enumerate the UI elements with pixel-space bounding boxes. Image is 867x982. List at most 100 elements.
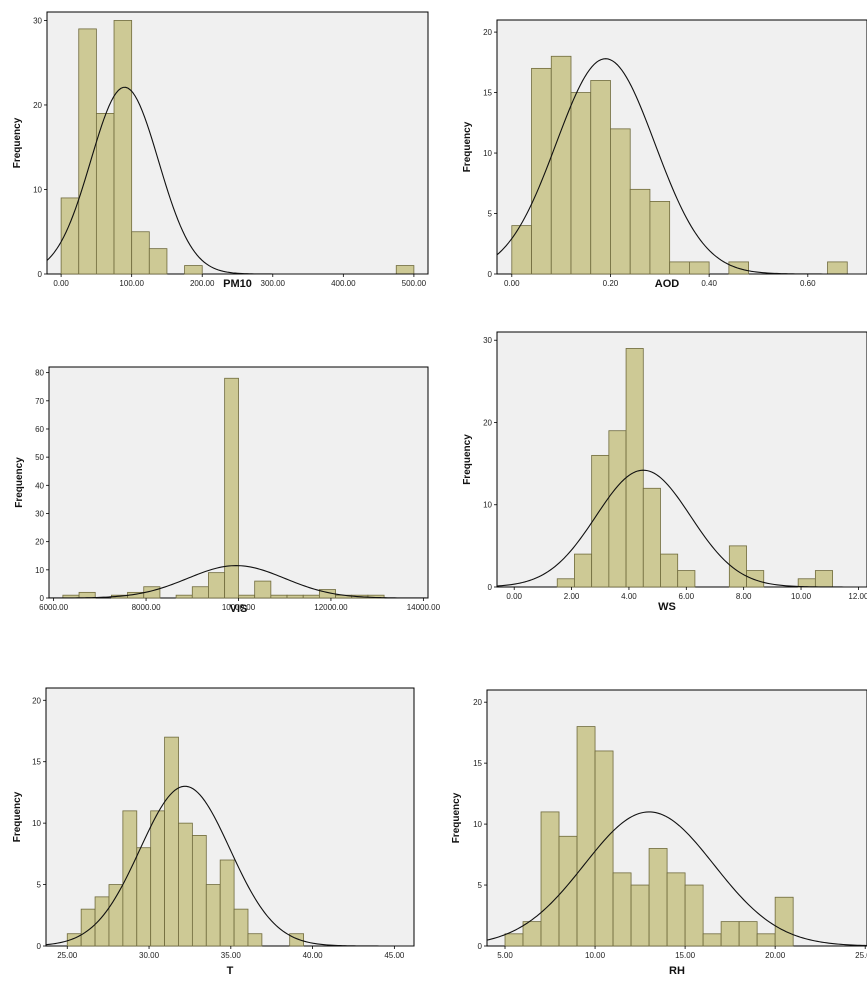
normal-curve [496,469,867,588]
histogram-bar [113,20,133,275]
histogram-bar [570,92,592,275]
y-axis-label: Frequency [12,117,23,168]
histogram-bar [684,884,704,947]
y-axis-label: Frequency [14,457,25,508]
histogram-bar [625,348,644,588]
y-tick-label: 50 [35,453,44,462]
y-tick-label: 0 [38,270,43,279]
histogram-bar [642,487,661,588]
histogram-bar [612,872,632,947]
y-tick-label: 60 [35,425,44,434]
x-tick-label: 45.00 [384,951,405,960]
x-tick-label: 400.00 [331,279,356,288]
histogram-bar [669,261,690,275]
y-tick-label: 10 [483,501,492,510]
normal-curve [496,58,867,275]
histogram-bar [531,67,552,275]
histogram-bar [540,811,560,947]
histogram-bar [205,884,221,947]
histogram-bar [95,113,115,275]
x-axis-label: AOD [655,278,680,290]
histogram-bar [184,265,203,275]
histogram-bar [594,750,614,947]
y-tick-label: 20 [35,538,44,547]
histogram-bar [122,810,138,947]
histogram-vis: 6000.00 8000.00 10000.00 12000.00 14000.00 0 1… [14,366,441,615]
x-tick-label: 0.20 [603,279,619,288]
x-tick-label: 30.00 [139,951,160,960]
histogram-bar [827,261,848,275]
histogram-t: 25.00 30.00 35.00 40.00 45.00 0 5 10 15 20 T Freque… [12,687,415,977]
x-axis-label: PM10 [223,278,252,290]
normal-curve [45,785,414,947]
x-tick-label: 10.00 [585,951,606,960]
x-tick-label: 25.00 [855,951,867,960]
histogram-bar [702,933,722,947]
histogram-bar [94,896,110,947]
y-tick-label: 30 [35,509,44,518]
y-axis-label: Frequency [12,791,23,842]
y-tick-label: 20 [483,418,492,427]
x-tick-label: 300.00 [261,279,286,288]
histogram-bar [814,570,833,588]
histogram-bar [150,810,165,947]
histogram-bar [746,570,765,588]
x-tick-label: 14000.00 [407,603,441,612]
histogram-bar [774,896,794,947]
histogram-bar [576,726,596,947]
y-axis-label: Frequency [462,434,473,485]
histogram-bar [233,908,249,947]
y-tick-label: 0 [488,583,493,592]
x-tick-label: 15.00 [675,951,696,960]
x-tick-label: 10000.00 [222,603,256,612]
histogram-bar [522,921,542,947]
histogram-bar [254,580,272,599]
x-tick-label: 8000.00 [132,603,161,612]
x-axis-label: RH [669,965,685,977]
histogram-bar [191,835,207,947]
normal-curve [486,811,867,947]
x-tick-label: 5.00 [497,951,513,960]
x-tick-label: 4.00 [621,592,637,601]
histogram-bar [666,872,686,947]
y-tick-label: 20 [33,101,42,110]
histogram-bar [208,572,226,599]
histogram-bar [677,570,696,588]
histogram-bar [660,553,679,588]
histogram-bar [148,248,168,275]
histogram-rh: 5.00 10.00 15.00 20.00 25.00 0 5 10 15 20 RH Freque… [451,689,867,977]
histogram-bar [80,908,96,947]
x-tick-label: 0.00 [504,279,520,288]
histogram-bar [689,261,710,275]
histogram-bar [136,847,152,947]
histogram-bar [556,578,575,588]
histogram-bar [629,188,651,275]
histogram-bar [630,884,650,947]
y-tick-label: 40 [35,481,44,490]
x-tick-label: 0.00 [53,279,69,288]
x-tick-label: 20.00 [765,951,786,960]
histogram-bar [191,586,209,599]
histogram-bar [649,201,671,275]
y-tick-label: 0 [478,942,483,951]
plot-area [496,331,867,588]
y-tick-label: 0 [40,594,45,603]
y-axis-label: Frequency [462,121,473,172]
y-tick-label: 70 [35,397,44,406]
histogram-ws: 0.00 2.00 4.00 6.00 8.00 10.00 12.00 0 10 20 30 WS F… [462,331,867,613]
histogram-bar [574,553,593,588]
histogram-bar [131,231,150,275]
y-axis-label: Frequency [451,792,462,843]
histogram-bar [608,430,627,588]
histogram-bar [224,377,239,599]
histogram-bar [286,594,304,599]
histogram-bar [590,80,611,275]
histogram-bar [797,578,816,588]
histogram-bar [591,454,610,588]
y-tick-label: 15 [473,759,482,768]
x-tick-label: 10.00 [791,592,812,601]
histogram-bar [164,736,179,947]
histogram-pm10: 0.00 100.00 200.00 300.00 400.00 500.00 0 10 20 3… [12,11,429,290]
x-axis-label: T [227,965,234,977]
